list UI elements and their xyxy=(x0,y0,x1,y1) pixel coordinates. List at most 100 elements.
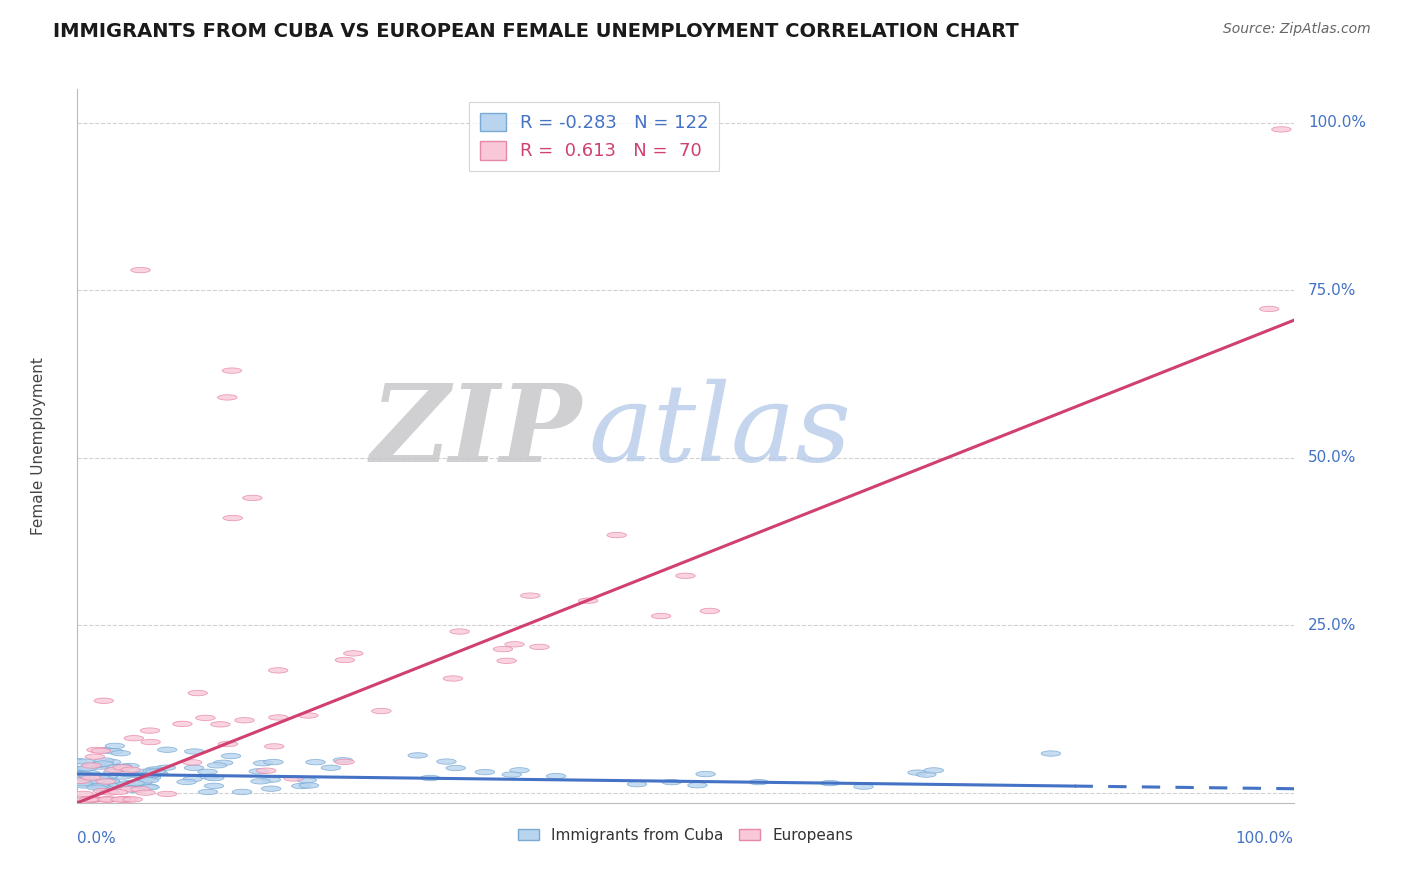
Text: 75.0%: 75.0% xyxy=(1308,283,1357,298)
Ellipse shape xyxy=(128,772,148,778)
Ellipse shape xyxy=(250,779,270,784)
Ellipse shape xyxy=(115,771,135,776)
Ellipse shape xyxy=(1042,751,1060,756)
Ellipse shape xyxy=(122,780,142,786)
Ellipse shape xyxy=(200,774,219,780)
Ellipse shape xyxy=(72,779,91,784)
Ellipse shape xyxy=(80,771,100,776)
Ellipse shape xyxy=(139,778,159,783)
Ellipse shape xyxy=(75,766,94,772)
Ellipse shape xyxy=(173,722,193,727)
Ellipse shape xyxy=(124,736,143,741)
Text: atlas: atlas xyxy=(588,379,851,484)
Ellipse shape xyxy=(70,778,90,783)
Text: 0.0%: 0.0% xyxy=(77,831,117,847)
Ellipse shape xyxy=(121,781,141,787)
Ellipse shape xyxy=(82,763,101,768)
Ellipse shape xyxy=(104,748,124,754)
Ellipse shape xyxy=(243,495,262,500)
Ellipse shape xyxy=(86,754,104,759)
Ellipse shape xyxy=(120,764,139,769)
Ellipse shape xyxy=(298,713,318,718)
Ellipse shape xyxy=(112,764,132,769)
Ellipse shape xyxy=(83,762,103,767)
Ellipse shape xyxy=(820,780,839,786)
Ellipse shape xyxy=(224,516,242,521)
Ellipse shape xyxy=(79,797,98,802)
Ellipse shape xyxy=(83,797,101,802)
Ellipse shape xyxy=(108,789,128,795)
Ellipse shape xyxy=(156,765,176,771)
Ellipse shape xyxy=(104,782,124,788)
Ellipse shape xyxy=(79,774,98,780)
Ellipse shape xyxy=(143,768,163,773)
Ellipse shape xyxy=(321,765,340,771)
Ellipse shape xyxy=(1260,306,1279,311)
Ellipse shape xyxy=(125,780,145,786)
Ellipse shape xyxy=(100,779,120,784)
Ellipse shape xyxy=(73,780,93,786)
Ellipse shape xyxy=(264,759,283,764)
Ellipse shape xyxy=(145,767,165,772)
Ellipse shape xyxy=(90,774,110,780)
Ellipse shape xyxy=(67,758,87,764)
Ellipse shape xyxy=(269,714,288,720)
Ellipse shape xyxy=(218,741,238,747)
Ellipse shape xyxy=(84,797,104,802)
Ellipse shape xyxy=(94,761,112,766)
Ellipse shape xyxy=(118,772,138,777)
Ellipse shape xyxy=(120,787,139,792)
Ellipse shape xyxy=(198,769,218,774)
Ellipse shape xyxy=(204,783,224,789)
Ellipse shape xyxy=(131,787,150,792)
Text: Female Unemployment: Female Unemployment xyxy=(31,357,46,535)
Ellipse shape xyxy=(335,657,354,663)
Ellipse shape xyxy=(86,763,105,768)
Ellipse shape xyxy=(520,593,540,599)
Ellipse shape xyxy=(218,395,238,401)
Ellipse shape xyxy=(924,768,943,773)
Ellipse shape xyxy=(97,774,117,780)
Ellipse shape xyxy=(84,775,104,780)
Ellipse shape xyxy=(299,783,319,789)
Ellipse shape xyxy=(141,728,160,733)
Ellipse shape xyxy=(146,771,166,776)
Ellipse shape xyxy=(104,769,124,774)
Ellipse shape xyxy=(89,780,108,785)
Text: ZIP: ZIP xyxy=(371,379,582,484)
Ellipse shape xyxy=(101,780,121,785)
Ellipse shape xyxy=(908,770,928,775)
Ellipse shape xyxy=(139,785,159,790)
Ellipse shape xyxy=(662,780,682,785)
Ellipse shape xyxy=(94,762,114,767)
Ellipse shape xyxy=(183,776,202,781)
Ellipse shape xyxy=(269,668,288,673)
Ellipse shape xyxy=(211,722,231,727)
Ellipse shape xyxy=(696,772,716,777)
Ellipse shape xyxy=(77,765,97,771)
Ellipse shape xyxy=(688,782,707,788)
Ellipse shape xyxy=(450,629,470,634)
Text: Source: ZipAtlas.com: Source: ZipAtlas.com xyxy=(1223,22,1371,37)
Ellipse shape xyxy=(264,744,284,749)
Ellipse shape xyxy=(100,797,120,802)
Ellipse shape xyxy=(291,783,311,789)
Ellipse shape xyxy=(91,748,111,754)
Ellipse shape xyxy=(112,774,132,780)
Ellipse shape xyxy=(112,764,132,770)
Ellipse shape xyxy=(100,789,120,795)
Ellipse shape xyxy=(256,768,276,773)
Ellipse shape xyxy=(333,757,353,763)
Ellipse shape xyxy=(94,698,114,704)
Ellipse shape xyxy=(235,717,254,723)
Ellipse shape xyxy=(108,782,128,788)
Ellipse shape xyxy=(496,658,516,664)
Ellipse shape xyxy=(72,771,91,776)
Ellipse shape xyxy=(157,791,177,797)
Text: 100.0%: 100.0% xyxy=(1236,831,1294,847)
Ellipse shape xyxy=(105,767,124,772)
Text: 25.0%: 25.0% xyxy=(1308,618,1357,632)
Ellipse shape xyxy=(132,780,152,785)
Ellipse shape xyxy=(853,784,873,789)
Ellipse shape xyxy=(222,368,242,373)
